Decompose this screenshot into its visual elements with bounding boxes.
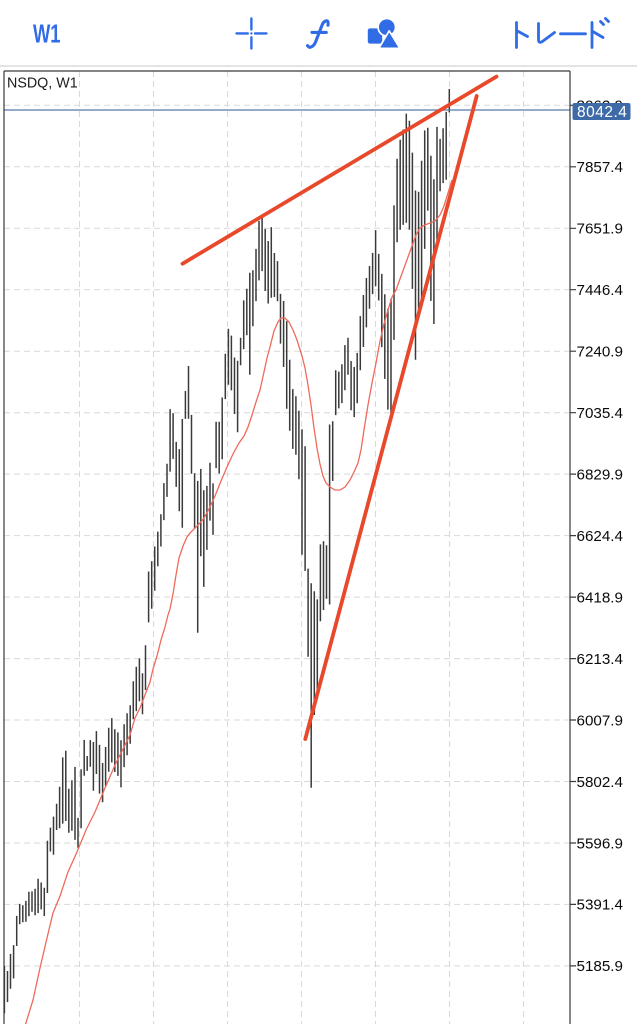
svg-text:8042.4: 8042.4: [577, 104, 627, 121]
svg-text:7446.4: 7446.4: [577, 282, 623, 299]
svg-text:7035.4: 7035.4: [577, 405, 623, 422]
svg-text:7651.9: 7651.9: [577, 221, 623, 238]
svg-text:5185.9: 5185.9: [577, 958, 623, 975]
svg-text:6418.9: 6418.9: [577, 589, 623, 606]
svg-text:6007.9: 6007.9: [577, 712, 623, 729]
svg-text:6624.4: 6624.4: [577, 528, 623, 545]
svg-text:6829.9: 6829.9: [577, 466, 623, 483]
svg-text:5802.4: 5802.4: [577, 774, 623, 791]
svg-text:5596.9: 5596.9: [577, 835, 623, 852]
svg-text:7857.4: 7857.4: [577, 159, 623, 176]
svg-text:7240.9: 7240.9: [577, 344, 623, 361]
svg-text:6213.4: 6213.4: [577, 651, 623, 668]
svg-text:W1: W1: [33, 19, 61, 49]
svg-text:5391.4: 5391.4: [577, 897, 623, 914]
svg-text:NSDQ, W1: NSDQ, W1: [7, 76, 78, 92]
